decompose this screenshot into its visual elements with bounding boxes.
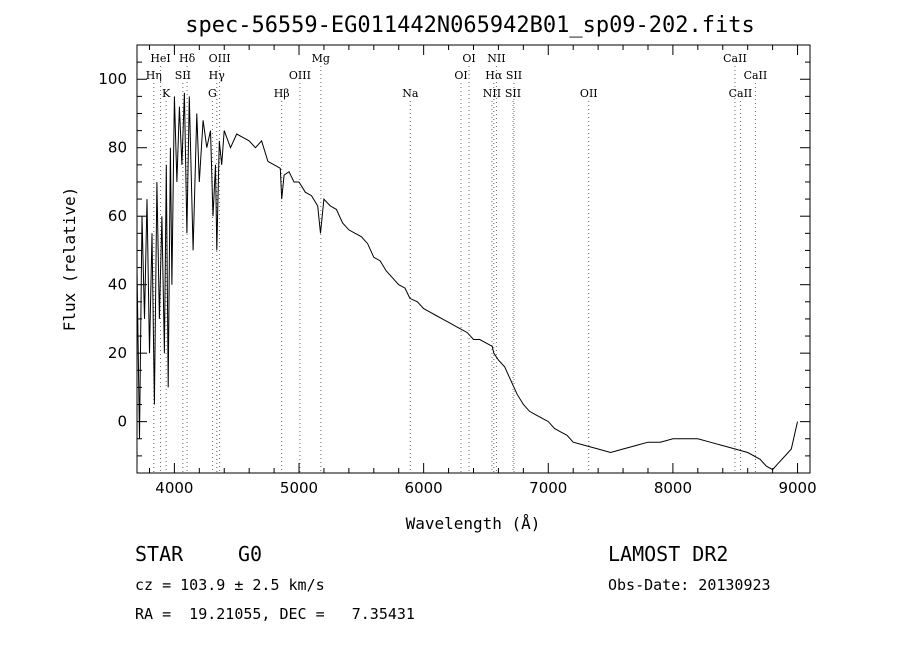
spectrum-line (136, 92, 798, 471)
spectral-line-label: Hδ (179, 52, 196, 65)
x-axis-label: Wavelength (Å) (406, 514, 541, 533)
spectral-line-label: OII (580, 87, 598, 100)
obs-date: Obs-Date: 20130923 (608, 576, 771, 594)
coordinates: RA = 19.21055, DEC = 7.35431 (135, 605, 415, 623)
spectral-line-label: K (162, 87, 171, 100)
plot-frame (136, 44, 811, 474)
y-axis-label: Flux (relative) (60, 187, 79, 332)
spectral-line-label: Hβ (274, 87, 290, 100)
y-tick-label: 80 (108, 139, 127, 157)
subclass: G0 (238, 542, 263, 566)
x-tick-label: 7000 (529, 479, 567, 497)
y-axis-ticks: 0 20 40 60 80 100 (98, 44, 810, 457)
y-tick-label: 60 (108, 207, 127, 225)
spectral-line-label: CaII (729, 87, 753, 100)
spectral-line-label: NII (487, 52, 505, 65)
spectral-line-label: OIII (289, 69, 311, 82)
x-axis-ticks: 4000 5000 6000 7000 8000 9000 (148, 45, 817, 497)
y-tick-label: 100 (98, 70, 127, 88)
spectral-line-label: Hγ (209, 69, 226, 82)
spectral-line-label: NII (483, 87, 501, 100)
spectral-line-label: HeI (150, 52, 170, 65)
survey-name: LAMOST DR2 (608, 542, 729, 566)
spectral-line-label: SII (175, 69, 191, 82)
spectral-line-label: OI (454, 69, 467, 82)
y-tick-label: 40 (108, 276, 127, 294)
spectral-line-label: SII (506, 69, 522, 82)
spectral-line-label: Na (402, 87, 419, 100)
x-tick-label: 6000 (405, 479, 443, 497)
x-tick-label: 9000 (778, 479, 816, 497)
spectral-line-label: CaII (723, 52, 747, 65)
y-tick-label: 0 (117, 413, 127, 431)
chart-title: spec-56559-EG011442N065942B01_sp09-202.f… (185, 13, 755, 38)
spectral-line-label: Mg (312, 52, 330, 65)
redshift-cz: cz = 103.9 ± 2.5 km/s (135, 576, 325, 594)
y-tick-label: 20 (108, 344, 127, 362)
spectral-line-label: Hη (146, 69, 162, 82)
x-tick-label: 4000 (155, 479, 193, 497)
spectral-line-label: OIII (209, 52, 231, 65)
spectral-line-label: CaII (744, 69, 768, 82)
spectral-line-label: OI (462, 52, 475, 65)
spectral-line-label: Hα (485, 69, 503, 82)
spectral-line-label: SII (505, 87, 521, 100)
object-class: STAR (135, 542, 184, 566)
x-tick-label: 5000 (280, 479, 318, 497)
spectral-line-label: G (208, 87, 217, 100)
x-tick-label: 8000 (654, 479, 692, 497)
